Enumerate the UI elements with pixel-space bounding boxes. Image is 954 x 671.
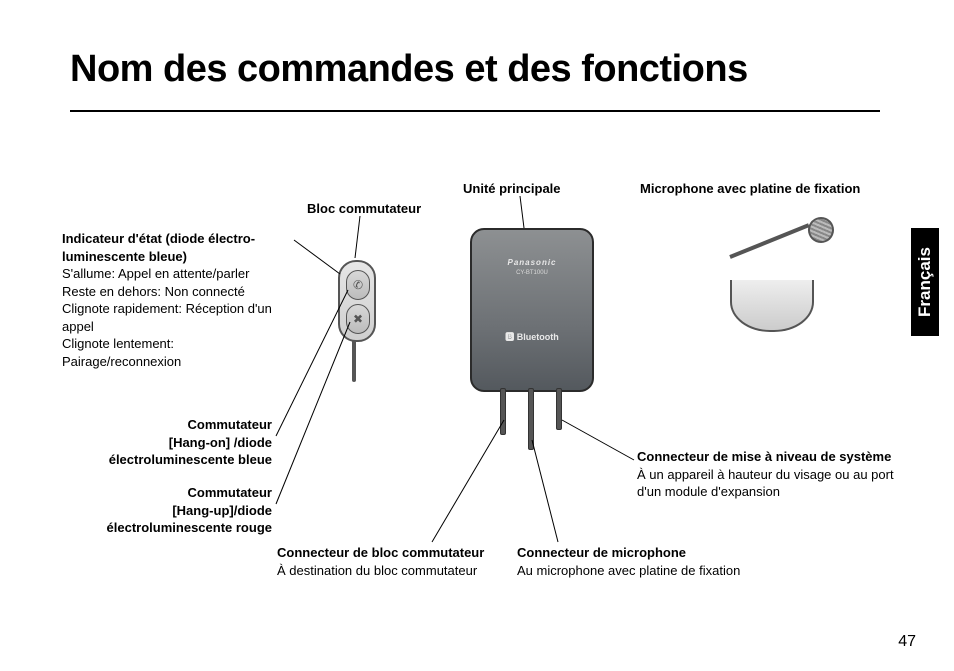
conn-bloc-title: Connecteur de bloc commutateur: [277, 544, 517, 562]
hang-on-title: Commutateur: [92, 416, 272, 434]
conn-sys-title: Connecteur de mise à niveau de système: [637, 448, 897, 466]
main-unit-body: Panasonic CY-BT100U 🅱 Bluetooth: [470, 228, 594, 392]
mic-head: [804, 213, 838, 247]
page: Nom des commandes et des fonctions Franç…: [0, 0, 954, 671]
conn-mic-title: Connecteur de microphone: [517, 544, 777, 562]
conn-bloc-block: Connecteur de bloc commutateur À destina…: [277, 544, 517, 579]
cable-left: [500, 388, 506, 435]
bluetooth-text: Bluetooth: [517, 332, 559, 342]
cable-mid: [528, 388, 534, 450]
hang-up-sub: [Hang-up]/diode électroluminescente roug…: [92, 502, 272, 537]
label-bloc-commutateur: Bloc commutateur: [307, 200, 421, 218]
hang-up-button-icon: ✖: [346, 304, 370, 334]
brand-label: Panasonic: [472, 258, 592, 267]
cable-right: [556, 388, 562, 430]
page-title: Nom des commandes et des fonctions: [70, 48, 748, 91]
conn-bloc-sub: À destination du bloc commutateur: [277, 562, 517, 580]
indicator-line-3: Clignote rapidement: Réception d'un appe…: [62, 300, 292, 335]
switch-cable: [352, 340, 356, 382]
hang-on-block: Commutateur [Hang-on] /diode électrolumi…: [92, 416, 272, 469]
conn-sys-block: Connecteur de mise à niveau de système À…: [637, 448, 897, 501]
label-unite-principale: Unité principale: [463, 180, 561, 198]
mic-clip: [730, 280, 814, 332]
mic-stem: [729, 223, 809, 259]
hang-on-button-icon: ✆: [346, 270, 370, 300]
horizontal-rule: [70, 110, 880, 112]
indicator-title: Indicateur d'état (diode électro-lumines…: [62, 230, 292, 265]
model-label: CY-BT100U: [472, 270, 592, 276]
conn-mic-block: Connecteur de microphone Au microphone a…: [517, 544, 777, 579]
language-tab-label: Français: [915, 247, 935, 317]
language-tab: Français: [911, 228, 939, 336]
page-number: 47: [898, 633, 916, 651]
main-unit-illustration: Panasonic CY-BT100U 🅱 Bluetooth: [470, 228, 590, 413]
indicator-line-1: S'allume: Appel en attente/parler: [62, 265, 292, 283]
switch-body: ✆ ✖: [338, 260, 376, 342]
indicator-block: Indicateur d'état (diode électro-lumines…: [62, 230, 292, 370]
conn-sys-sub: À un appareil à hauteur du visage ou au …: [637, 466, 897, 501]
label-microphone-platine: Microphone avec platine de fixation: [640, 180, 860, 198]
hang-on-sub: [Hang-on] /diode électroluminescente ble…: [92, 434, 272, 469]
microphone-illustration: [700, 235, 850, 345]
hang-up-title: Commutateur: [92, 484, 272, 502]
switch-unit-illustration: ✆ ✖: [330, 260, 378, 380]
bluetooth-label: 🅱 Bluetooth: [472, 330, 592, 343]
hang-up-block: Commutateur [Hang-up]/diode électrolumin…: [92, 484, 272, 537]
conn-mic-sub: Au microphone avec platine de fixation: [517, 562, 777, 580]
indicator-line-2: Reste en dehors: Non connecté: [62, 283, 292, 301]
indicator-line-4: Clignote lentement: Pairage/reconnexion: [62, 335, 292, 370]
